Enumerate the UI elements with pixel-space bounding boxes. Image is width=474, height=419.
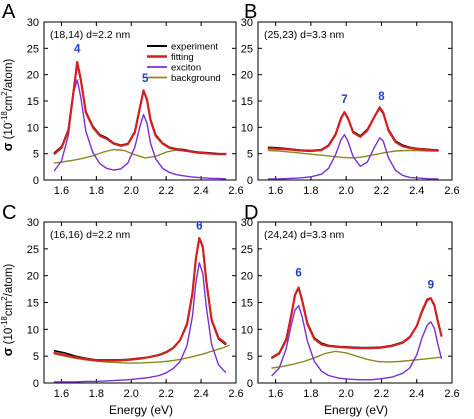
y-tick-label: 25 [241, 43, 253, 55]
x-tick-label: 2.6 [444, 185, 459, 197]
series-line-exciton [267, 134, 439, 180]
y-tick-label: 30 [27, 17, 39, 29]
y-tick-label: 5 [33, 149, 39, 161]
panel-b: B 1.6 1.8 2.0 2.2 2.4 2.6 0 5 10 15 20 25 30 (25,23) d… [241, 1, 460, 197]
peak-label: 8 [378, 91, 385, 103]
x-tick-label: 1.8 [89, 388, 104, 400]
x-axis-label-left: Energy (eV) [109, 403, 173, 417]
series-line-fitting [267, 106, 439, 153]
x-tick-label: 2.0 [339, 388, 354, 400]
x-tick-label: 1.6 [54, 185, 69, 197]
x-tick-label: 2.4 [193, 185, 208, 197]
x-tick-label: 1.8 [303, 388, 318, 400]
y-tick-label: 0 [33, 378, 39, 390]
y-tick-label: 10 [27, 122, 39, 134]
x-tick-label: 2.2 [159, 388, 174, 400]
series-line-experiment [53, 237, 227, 361]
legend-label: exciton [171, 63, 201, 74]
y-tick-label: 20 [27, 70, 39, 82]
y-tick-label: 10 [27, 324, 39, 336]
y-tick-label: 20 [27, 271, 39, 283]
x-tick-label: 1.6 [268, 388, 283, 400]
x-tick-label: 1.8 [303, 185, 318, 197]
peak-label: 6 [295, 268, 301, 280]
series-line-exciton [271, 305, 443, 381]
x-tick-label: 2.6 [228, 185, 243, 197]
series-line-background [53, 344, 230, 364]
series-line-fitting [53, 60, 227, 156]
series-line-exciton [53, 262, 227, 383]
x-tick-label: 2.2 [374, 388, 389, 400]
x-tick-label: 2.4 [409, 388, 424, 400]
peak-label: 5 [142, 73, 149, 85]
peak-label: 9 [428, 280, 434, 292]
panel-annotation: (25,23) d=3.3 nm [264, 29, 345, 41]
y-tick-label: 15 [241, 96, 253, 108]
y-tick-label: 30 [27, 217, 39, 229]
x-tick-label: 2.4 [193, 388, 208, 400]
y-tick-label: 10 [241, 122, 253, 134]
y-tick-label: 15 [241, 298, 253, 310]
y-tick-label: 0 [247, 175, 253, 187]
panel-annotation: (18,14) d=2.2 nm [50, 29, 131, 41]
y-tick-label: 0 [33, 175, 39, 187]
legend-label: fitting [171, 52, 194, 63]
series-line-experiment [267, 107, 439, 152]
y-axis-label-top: σ(10-18cm2/atom) [0, 59, 15, 152]
panels-layer: A 1.6 1.8 2.0 2.2 2.4 2.6 0 5 10 15 20 25 30 (18,14) d… [2, 1, 460, 400]
y-tick-label: 15 [27, 298, 39, 310]
y-tick-label: 5 [247, 149, 253, 161]
y-tick-label: 10 [241, 324, 253, 336]
x-tick-label: 2.0 [124, 185, 139, 197]
legend-label: background [171, 73, 221, 84]
y-tick-label: 20 [241, 70, 253, 82]
panel-a: A 1.6 1.8 2.0 2.2 2.4 2.6 0 5 10 15 20 25 30 (18,14) d… [2, 1, 244, 197]
x-tick-label: 2.0 [124, 388, 139, 400]
panel-c: C 1.6 1.8 2.0 2.2 2.4 2.6 0 5 10 15 20 25 30 (16,16) d… [2, 202, 244, 400]
y-tick-label: 0 [247, 378, 253, 390]
y-tick-label: 5 [247, 351, 253, 363]
y-tick-label: 25 [27, 43, 39, 55]
panel-letter: D [244, 202, 258, 224]
series-line-experiment [271, 286, 443, 358]
y-tick-label: 20 [241, 271, 253, 283]
panel-d: D 1.6 1.8 2.0 2.2 2.4 2.6 0 5 10 15 20 25 30 (24,24) d… [241, 202, 460, 400]
peak-label: 7 [341, 94, 347, 106]
panel-letter: B [244, 1, 257, 23]
panel-letter: A [2, 1, 16, 23]
y-tick-label: 15 [27, 96, 39, 108]
series-line-fitting [271, 286, 443, 359]
x-tick-label: 1.6 [54, 388, 69, 400]
x-tick-label: 1.8 [89, 185, 104, 197]
x-tick-label: 1.6 [268, 185, 283, 197]
x-tick-label: 2.6 [444, 388, 459, 400]
x-axis-label-right: Energy (eV) [324, 403, 388, 417]
y-tick-label: 5 [33, 351, 39, 363]
panel-letter: C [2, 202, 16, 224]
series-line-exciton [53, 79, 227, 180]
x-tick-label: 2.2 [374, 185, 389, 197]
series-line-background [271, 350, 443, 369]
x-tick-label: 2.4 [409, 185, 424, 197]
x-tick-label: 2.2 [159, 185, 174, 197]
x-tick-label: 2.6 [228, 388, 243, 400]
series-line-fitting [53, 237, 227, 362]
peak-label: 4 [74, 44, 81, 56]
legend-label: experiment [171, 42, 218, 53]
x-tick-label: 2.0 [339, 185, 354, 197]
y-axis-label-bottom: σ(10-18cm2/atom) [0, 264, 15, 357]
y-tick-label: 25 [241, 244, 253, 256]
panel-annotation: (16,16) d=2.2 nm [50, 229, 131, 241]
y-tick-label: 30 [241, 17, 253, 29]
plot-frame [257, 21, 453, 181]
peak-label: 6 [196, 221, 202, 233]
panel-annotation: (24,24) d=3.3 nm [264, 229, 345, 241]
y-tick-label: 25 [27, 244, 39, 256]
y-tick-label: 30 [241, 217, 253, 229]
